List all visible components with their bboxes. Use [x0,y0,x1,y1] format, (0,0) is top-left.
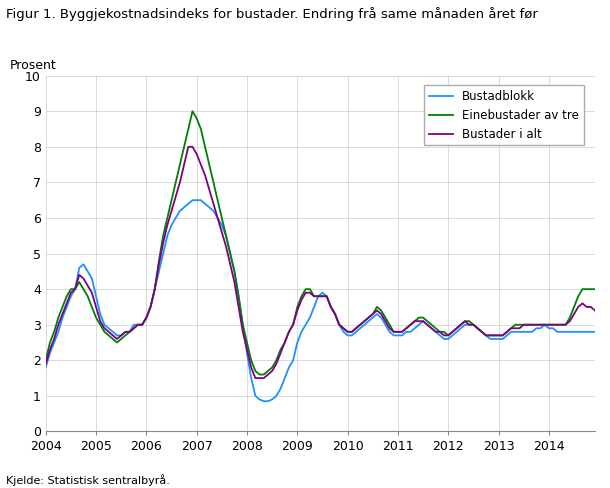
Bustader i alt [490,332,498,338]
Line: Bustadblokk: Bustadblokk [46,200,595,401]
Bustadblokk [490,336,498,342]
Bustadblokk [214,215,221,221]
Einebustader av tre [42,357,49,363]
Einebustader av tre [591,286,598,292]
Einebustader av tre [88,304,96,310]
Bustadblokk [495,336,502,342]
Bustader i alt [88,290,96,296]
Bustadblokk [42,365,49,370]
Bustader i alt [42,361,49,367]
Text: Kjelde: Statistisk sentralbyrå.: Kjelde: Statistisk sentralbyrå. [6,474,170,486]
Bustader i alt [231,279,238,285]
Einebustader av tre [231,268,238,274]
Line: Einebustader av tre: Einebustader av tre [46,111,595,374]
Bustadblokk [109,329,117,335]
Bustadblokk [189,197,196,203]
Einebustader av tre [495,332,502,338]
Bustader i alt [214,215,221,221]
Legend: Bustadblokk, Einebustader av tre, Bustader i alt: Bustadblokk, Einebustader av tre, Bustad… [424,85,584,145]
Bustadblokk [231,268,238,274]
Text: Prosent: Prosent [10,59,57,72]
Einebustader av tre [189,108,196,114]
Text: Figur 1. Byggjekostnadsindeks for bustader. Endring frå same månaden året før: Figur 1. Byggjekostnadsindeks for bustad… [6,7,538,21]
Bustader i alt [185,144,192,150]
Line: Bustader i alt: Bustader i alt [46,147,595,378]
Einebustader av tre [214,197,221,203]
Bustader i alt [252,375,259,381]
Bustader i alt [591,307,598,313]
Bustader i alt [109,332,117,338]
Einebustader av tre [490,332,498,338]
Bustader i alt [495,332,502,338]
Einebustader av tre [109,336,117,342]
Bustadblokk [260,398,267,404]
Bustadblokk [591,329,598,335]
Einebustader av tre [256,371,264,377]
Bustadblokk [88,276,96,282]
